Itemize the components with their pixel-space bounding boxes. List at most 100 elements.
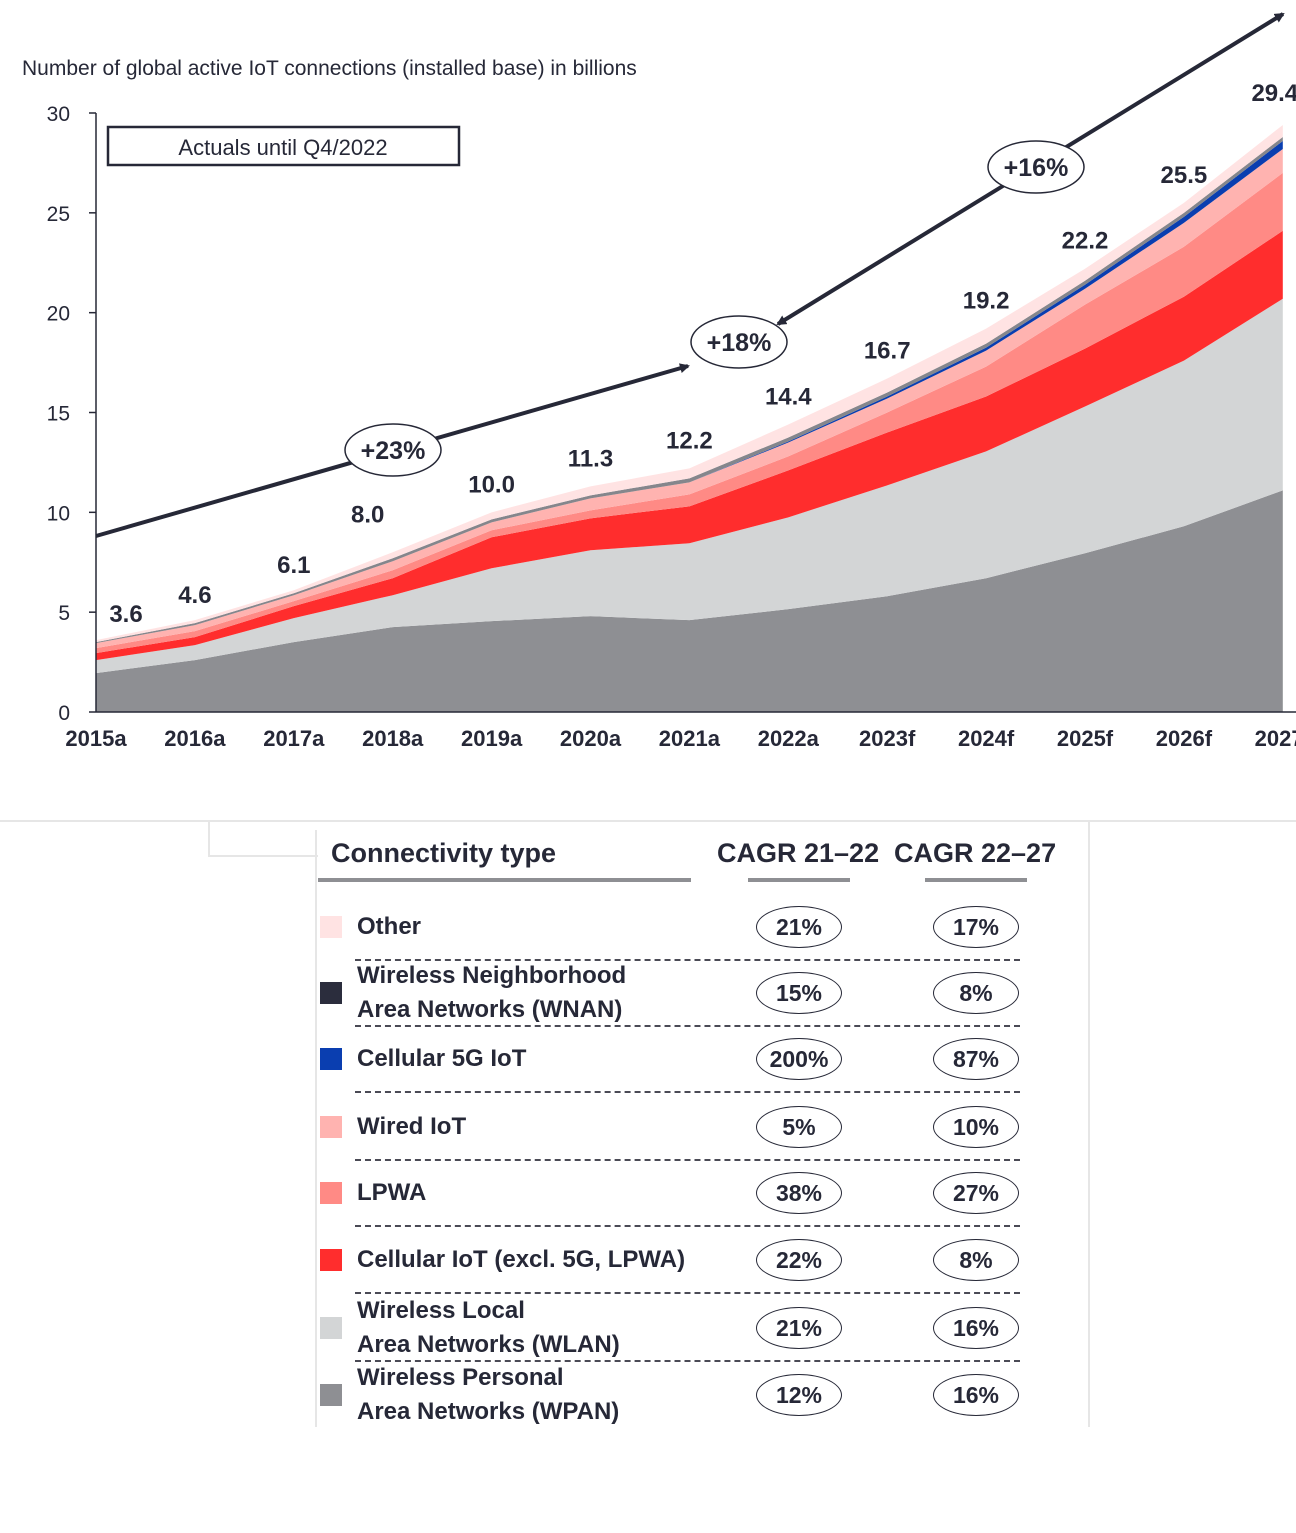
- y-tick-label: 5: [58, 602, 70, 625]
- header-connectivity-type: Connectivity type: [331, 838, 557, 868]
- row-separator: [355, 959, 1020, 961]
- legend-label: Cellular IoT (excl. 5G, LPWA): [357, 1243, 685, 1277]
- cagr-22-27-badge: 10%: [933, 1106, 1019, 1148]
- legend-label: Wired IoT: [357, 1110, 466, 1144]
- y-tick-label: 10: [47, 502, 70, 525]
- x-tick-label: 2020a: [560, 726, 622, 751]
- legend-row: Other 21% 17%: [315, 887, 1035, 967]
- legend-label-line: LPWA: [357, 1179, 427, 1206]
- y-tick-label: 20: [47, 303, 70, 326]
- legend-label: Cellular 5G IoT: [357, 1042, 526, 1076]
- x-tick-label: 2016a: [164, 726, 226, 751]
- row-separator: [355, 1225, 1020, 1227]
- legend-row: LPWA 38% 27%: [315, 1153, 1035, 1233]
- legend-swatch: [320, 1249, 342, 1271]
- legend-swatch: [320, 1384, 342, 1406]
- legend-label: Wireless Neighborhood Area Networks (WNAN…: [357, 959, 626, 1027]
- row-separator: [355, 1292, 1020, 1294]
- total-label: 29.4: [1251, 80, 1296, 107]
- divider: [1088, 822, 1090, 1427]
- growth-oval: [987, 140, 1085, 194]
- divider: [315, 830, 317, 1427]
- actuals-label: Actuals until Q4/2022: [178, 135, 387, 160]
- y-tick-label: 0: [58, 702, 70, 725]
- cagr-22-27-badge: 8%: [933, 972, 1019, 1014]
- x-tick-label: 2018a: [362, 726, 424, 751]
- legend-row: Wireless Local Area Networks (WLAN) 21% 16%: [315, 1288, 1035, 1368]
- x-tick-label: 2015a: [65, 726, 127, 751]
- legend-swatch: [320, 1048, 342, 1070]
- iot-connections-chart: Number of global active IoT connections …: [22, 12, 1296, 751]
- cagr-21-22-badge: 21%: [756, 1307, 842, 1349]
- legend-label-line: Wired IoT: [357, 1113, 467, 1140]
- total-label: 8.0: [351, 501, 384, 528]
- growth-oval: [344, 423, 442, 477]
- legend-label-line: Wireless Neighborhood: [357, 962, 627, 989]
- legend-swatch: [320, 1182, 342, 1204]
- row-separator: [355, 1025, 1020, 1027]
- cagr-22-27-badge: 16%: [933, 1307, 1019, 1349]
- row-separator: [355, 1159, 1020, 1161]
- row-separator: [355, 1091, 1020, 1093]
- growth-oval: [690, 315, 788, 369]
- total-label: 12.2: [666, 427, 713, 454]
- total-label: 4.6: [178, 582, 211, 609]
- legend-label: Other: [357, 910, 421, 944]
- area-wireless-personal-area-networks-wpan-: [96, 490, 1283, 712]
- x-tick-label: 2024f: [958, 726, 1015, 751]
- y-tick-label: 30: [47, 103, 70, 126]
- x-tick-label: 2025f: [1057, 726, 1114, 751]
- legend-label-line: Area Networks (WPAN): [357, 1398, 620, 1425]
- x-tick-label: 2026f: [1156, 726, 1213, 751]
- legend-row: Wireless Neighborhood Area Networks (WNAN…: [315, 953, 1035, 1033]
- x-tick-label: 2027f: [1255, 726, 1296, 751]
- header-cagr-22-27: CAGR 22–27: [894, 838, 1057, 868]
- cagr-21-22-badge: 38%: [756, 1172, 842, 1214]
- cagr-22-27-badge: 27%: [933, 1172, 1019, 1214]
- chart-title: Number of global active IoT connections …: [22, 57, 637, 80]
- legend-row: Wired IoT 5% 10%: [315, 1087, 1035, 1167]
- total-label: 22.2: [1062, 228, 1109, 255]
- legend-row: Cellular IoT (excl. 5G, LPWA) 22% 8%: [315, 1220, 1035, 1300]
- divider: [208, 822, 210, 856]
- legend-swatch: [320, 1317, 342, 1339]
- legend-row: Wireless Personal Area Networks (WPAN) 12%…: [315, 1355, 1035, 1435]
- actuals-box: [106, 125, 461, 167]
- legend-swatch: [320, 916, 342, 938]
- total-label: 14.4: [765, 383, 812, 410]
- cagr-22-27-badge: 87%: [933, 1038, 1019, 1080]
- cagr-21-22-badge: 21%: [756, 906, 842, 948]
- legend-label-line: Wireless Local: [357, 1297, 525, 1324]
- growth-label: +18%: [707, 329, 772, 357]
- total-label: 16.7: [864, 338, 911, 365]
- cagr-21-22-badge: 200%: [756, 1038, 842, 1080]
- divider: [0, 820, 1296, 822]
- x-tick-label: 2023f: [859, 726, 916, 751]
- legend-label-line: Wireless Personal: [357, 1364, 564, 1391]
- cagr-21-22-badge: 5%: [756, 1106, 842, 1148]
- growth-label: +16%: [1004, 154, 1069, 182]
- cagr-22-27-badge: 16%: [933, 1374, 1019, 1416]
- header-cagr-21-22: CAGR 21–22: [717, 838, 880, 868]
- legend-label-line: Other: [357, 913, 422, 940]
- cagr-22-27-badge: 17%: [933, 906, 1019, 948]
- area-wireless-local-area-networks-wlan-: [96, 298, 1283, 674]
- cagr-21-22-badge: 15%: [756, 972, 842, 1014]
- y-tick-label: 15: [47, 403, 70, 426]
- cagr-21-22-badge: 22%: [756, 1239, 842, 1281]
- header-underline: [748, 878, 850, 882]
- legend-label-line: Area Networks (WNAN): [357, 996, 623, 1023]
- total-label: 19.2: [963, 288, 1010, 315]
- legend-label-line: Cellular 5G IoT: [357, 1045, 527, 1072]
- y-tick-label: 25: [47, 203, 70, 226]
- legend-label-line: Cellular IoT (excl. 5G, LPWA): [357, 1246, 686, 1273]
- x-tick-label: 2019a: [461, 726, 523, 751]
- legend-label: Wireless Local Area Networks (WLAN): [357, 1294, 620, 1362]
- total-label: 10.0: [468, 471, 515, 498]
- cagr-21-22-badge: 12%: [756, 1374, 842, 1416]
- header-underline: [925, 878, 1027, 882]
- x-tick-label: 2021a: [659, 726, 721, 751]
- legend-label: LPWA: [357, 1176, 426, 1210]
- row-separator: [355, 1360, 1020, 1362]
- legend-swatch: [320, 1116, 342, 1138]
